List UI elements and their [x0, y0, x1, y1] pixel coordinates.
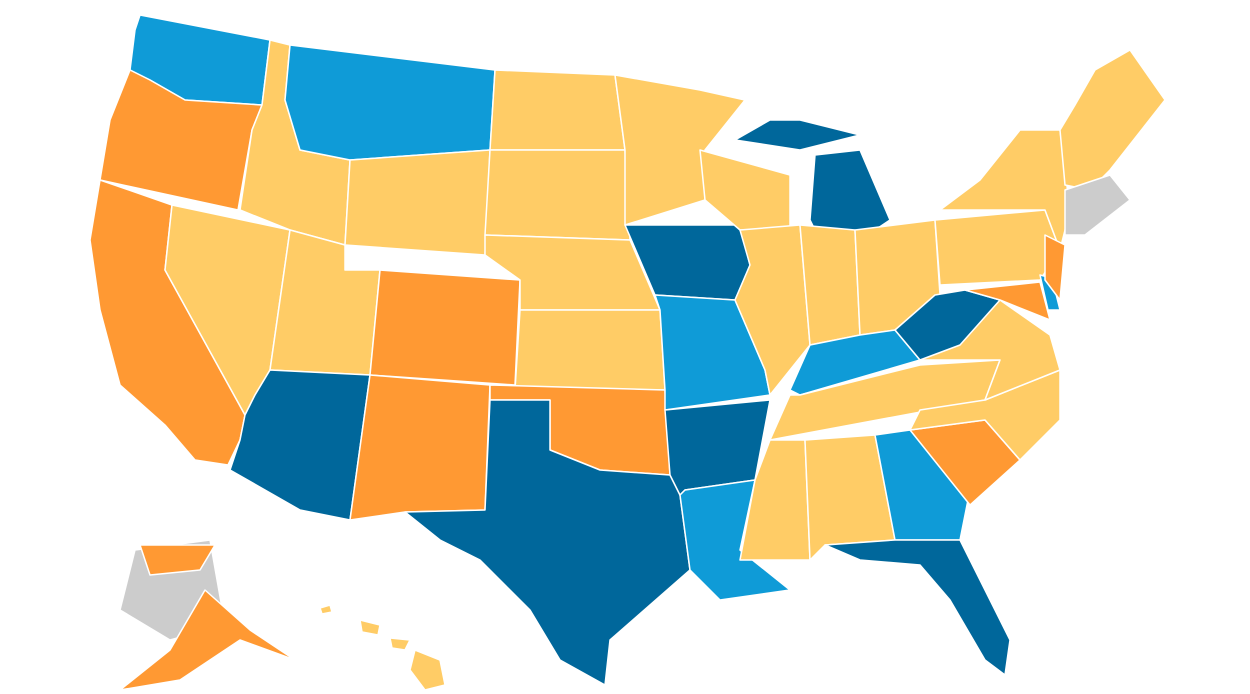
state: [874, 429, 971, 541]
state: [934, 209, 1061, 286]
state: [369, 269, 521, 386]
state: [119, 589, 296, 691]
state: [1064, 174, 1131, 236]
state: [484, 149, 631, 241]
state: [139, 544, 216, 576]
state: [734, 119, 861, 151]
state: [404, 399, 691, 686]
state: [409, 649, 446, 691]
states: [89, 14, 1166, 691]
state: [284, 44, 496, 161]
state: [1059, 49, 1166, 191]
state: [269, 229, 381, 376]
state: [824, 539, 1011, 676]
state: [489, 69, 626, 151]
state: [319, 604, 333, 615]
state: [699, 149, 791, 231]
state: [389, 637, 411, 651]
state: [349, 374, 491, 521]
state: [344, 149, 491, 256]
state: [1044, 234, 1066, 301]
state: [739, 439, 811, 561]
state: [964, 281, 1051, 321]
state: [799, 224, 861, 346]
state: [514, 309, 666, 391]
state: [359, 619, 381, 636]
